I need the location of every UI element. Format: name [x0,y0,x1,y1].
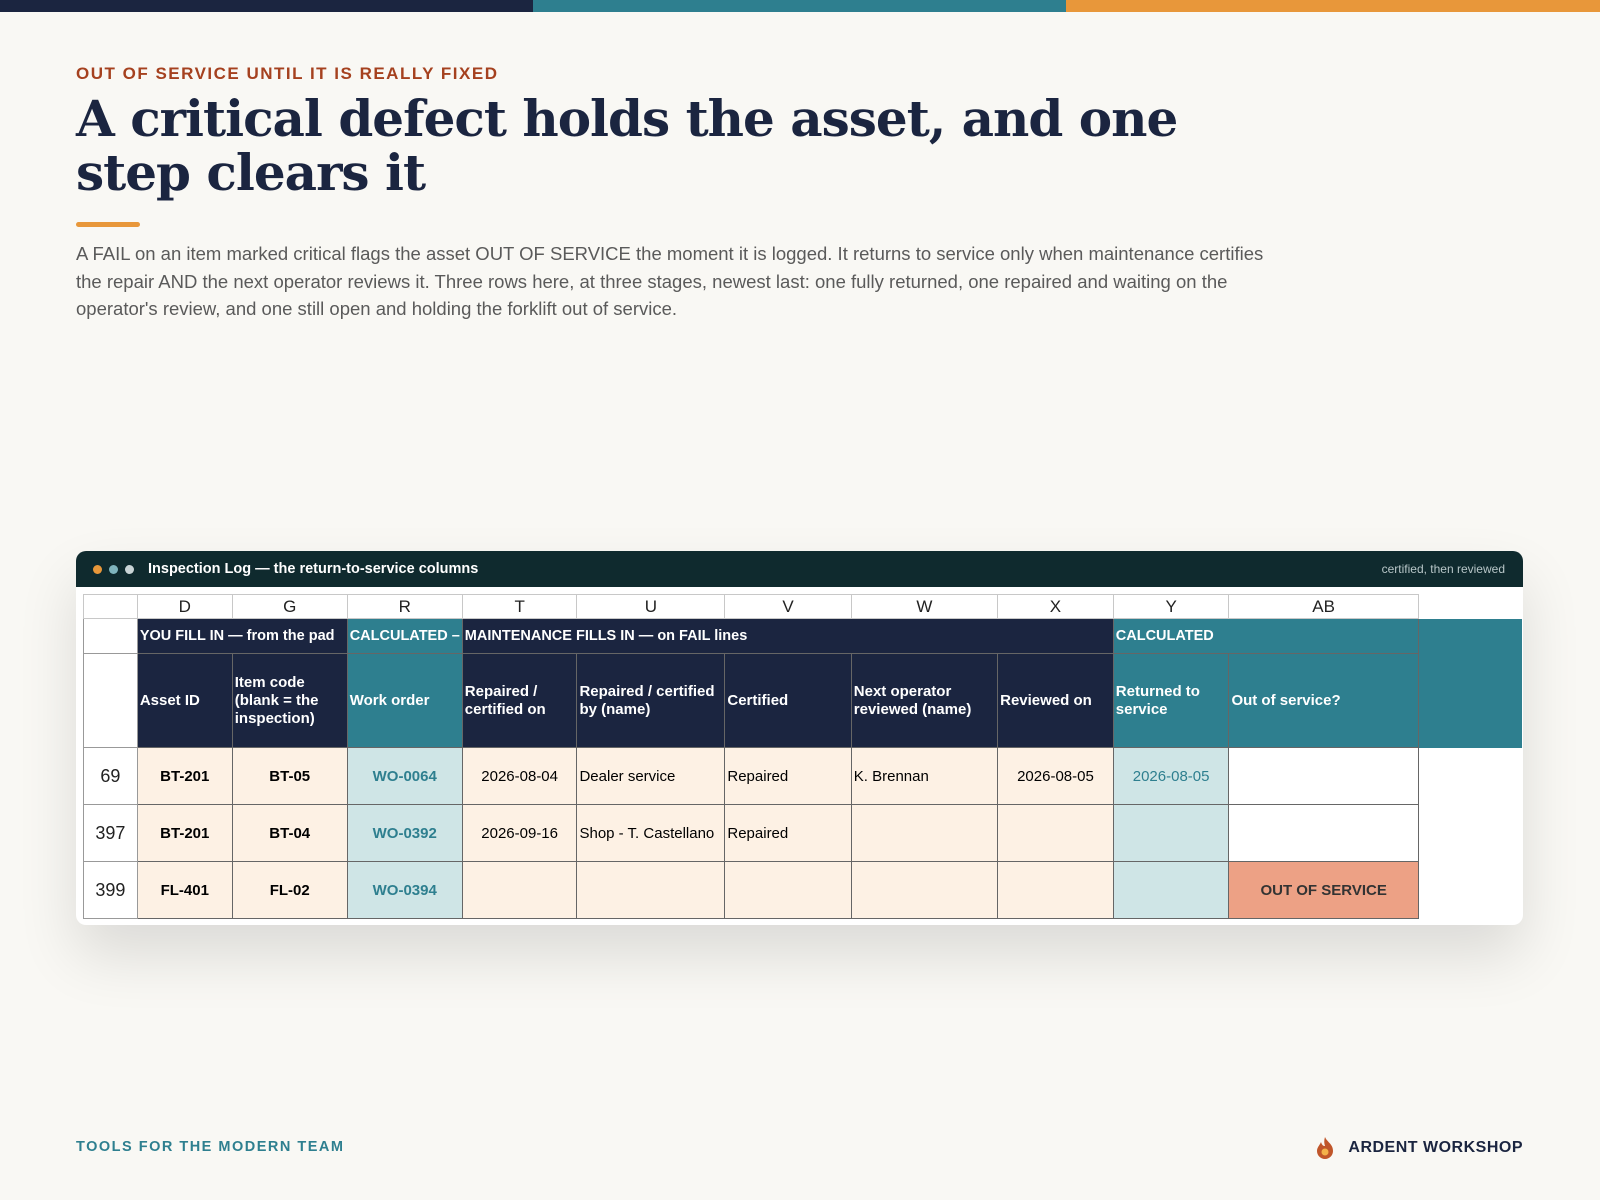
column-header: Asset ID [136,653,233,748]
data-cell: BT-05 [231,747,348,805]
brand-icon [1317,1137,1334,1159]
band-label: MAINTENANCE FILLS IN — on FAIL lines [461,618,1114,654]
data-cell [461,861,578,919]
window-title: Inspection Log — the return-to-service c… [148,561,479,577]
band-fill [1418,653,1523,748]
band-label: CALCULATED – [346,618,463,654]
data-cell: WO-0064 [346,747,463,805]
sheet-row: 4 YOU FILL IN — from the pad CALCULATED – M… [83,618,1523,654]
data-cell [1228,804,1419,862]
data-cell [1228,747,1419,805]
column-header: Certified [724,653,852,748]
window-bar: Inspection Log — the return-to-service c… [76,551,1523,587]
column-letter: G [231,594,348,619]
data-cell: FL-02 [231,861,348,919]
sheet-row: D G R T U V W X Y AB [83,594,1523,619]
column-header: Repaired / certified on [461,653,578,748]
data-cell [850,861,999,919]
column-letter: D [136,594,233,619]
data-cell: BT-201 [136,804,233,862]
row-number: 397 [83,804,138,862]
column-header: Out of service? [1228,653,1419,748]
data-cell [997,861,1114,919]
column-letter: Y [1112,594,1230,619]
column-header: Next operator reviewed (name) [850,653,999,748]
sheet-row: 397 BT-201 BT-04 WO-0392 2026-09-16 Shop - T.… [83,804,1523,862]
data-cell: OUT OF SERVICE [1228,861,1419,919]
data-cell [850,804,999,862]
data-cell [997,804,1114,862]
stripe [533,0,1067,12]
data-cell: WO-0392 [346,804,463,862]
title: A critical defect holds the asset, and o… [76,89,1178,202]
data-cell: WO-0394 [346,861,463,919]
kicker: OUT OF SERVICE UNTIL IT IS REALLY FIXED [76,64,499,83]
data-cell: FL-401 [136,861,233,919]
column-letter: W [850,594,999,619]
data-cell: 2026-08-04 [461,747,578,805]
window-note: certified, then reviewed [1381,562,1505,576]
column-letter: R [346,594,463,619]
column-letter: AB [1228,594,1419,619]
data-cell: K. Brennan [850,747,999,805]
data-cell: Dealer service [576,747,726,805]
data-cell [1112,804,1230,862]
sheet-row: 69 BT-201 BT-05 WO-0064 2026-08-04 Dealer ser… [83,747,1523,805]
rule [76,222,140,227]
data-cell: 2026-08-05 [1112,747,1230,805]
body-text: A FAIL on an item marked critical flags … [76,243,1264,319]
data-cell [576,861,726,919]
brand: ARDENT WORKSHOP [1314,1136,1523,1160]
band-fill [1418,618,1523,654]
data-cell: Shop - T. Castellano [576,804,726,862]
corner-cell [83,594,138,619]
row-number: 69 [83,747,138,805]
sheet-row: 5 Asset ID Item code (blank = the inspecti… [83,653,1523,748]
column-header: Returned to service [1112,653,1230,748]
tagline: TOOLS FOR THE MODERN TEAM [76,1139,345,1155]
blank-cell [1418,805,1522,862]
data-cell: 2026-08-05 [997,747,1114,805]
column-letter: U [576,594,726,619]
sheet-row: 399 FL-401 FL-02 WO-0394 OUT OF SERVICE [83,861,1523,919]
stripe [0,0,534,12]
blank-cell [1418,748,1522,805]
column-letter: T [461,594,578,619]
brand-name: ARDENT WORKSHOP [1348,1139,1523,1156]
data-cell: Repaired [724,747,852,805]
column-header: Repaired / certified by (name) [576,653,726,748]
column-letter: V [724,594,852,619]
row-number: 399 [83,861,138,919]
band-label: CALCULATED [1112,618,1419,654]
row-number: 4 [83,618,138,654]
data-cell [724,861,852,919]
sheet-window: Inspection Log — the return-to-service c… [76,551,1523,925]
data-cell: Repaired [724,804,852,862]
data-cell: BT-04 [231,804,348,862]
spreadsheet: D G R T U V W X Y AB 4 YOU FILL IN — from the pad CA… [83,594,1523,919]
stripe [1066,0,1600,12]
row-number: 5 [83,653,138,748]
data-cell [1112,861,1230,919]
blank-cell [1418,595,1522,619]
column-header: Work order [346,653,463,748]
data-cell: BT-201 [136,747,233,805]
column-letter: X [997,594,1114,619]
data-cell: 2026-09-16 [461,804,578,862]
column-header: Item code (blank = the inspection) [231,653,348,748]
column-header: Reviewed on [997,653,1114,748]
band-label: YOU FILL IN — from the pad [136,618,348,654]
blank-cell [1418,862,1522,919]
